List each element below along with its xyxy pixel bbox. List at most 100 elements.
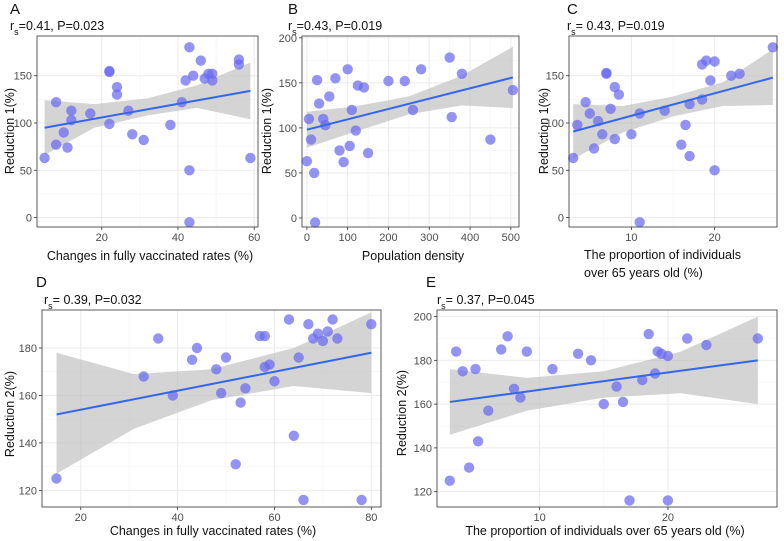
panel-e-point [547, 363, 558, 375]
panel-a-point [62, 142, 73, 153]
panel-e: E rs= 0.37, P=0.045 10 20120140160180200 … [395, 274, 778, 538]
panel-d-point [216, 387, 227, 399]
panel-b-ytick-label: 0 [291, 213, 297, 225]
panel-b-xtick-label: 400 [461, 232, 479, 244]
panel-a-point [195, 55, 206, 66]
panel-e-point [502, 331, 513, 342]
panel-b-point [303, 113, 315, 125]
panel-e-xtick-label: 10 [534, 512, 546, 524]
panel-c-point [726, 70, 737, 81]
panel-b-point [444, 52, 455, 63]
panel-d-point [191, 342, 203, 354]
panel-c-point [584, 108, 595, 119]
panel-d: D rs= 0.39, P=0.032 20 40 60 80 120 140 160 180… [3, 274, 382, 538]
panel-b-xlabel: Population density [362, 249, 465, 263]
panel-e-point [643, 328, 654, 340]
panel-d-point [322, 326, 333, 337]
panel-d-xtick-label: 20 [75, 512, 87, 524]
panel-c-point [613, 89, 625, 100]
panel-d-xtick-label: 80 [365, 512, 377, 524]
panel-b-regression-line [306, 76, 514, 131]
panel-b-point [334, 145, 345, 156]
panel-e-point [682, 333, 693, 344]
panel-c-point [680, 119, 691, 131]
panel-e-point [701, 339, 712, 351]
panel-e-point [457, 366, 468, 377]
panel-c-point [767, 42, 778, 53]
panel-e-point [508, 383, 520, 394]
panel-c-stat: rs= 0.43, P=0.019 [567, 19, 665, 37]
panel-b-point [309, 167, 320, 179]
panel-e-point [752, 333, 763, 344]
panel-c-ylabel: Reduction 1(%) [537, 88, 551, 174]
panel-c-xlabel-line1: The proportion of individuals [584, 248, 741, 262]
panel-d-point [303, 319, 314, 330]
panel-c-point [705, 75, 716, 86]
panel-c-point [568, 152, 579, 164]
panel-e-ytick-label: 120 [414, 487, 432, 499]
panel-a-point [184, 165, 195, 176]
panel-a-ytick-label: 50 [20, 165, 32, 177]
panel-c-ytick-label: 0 [558, 213, 564, 225]
panel-d-point [259, 330, 270, 342]
panel-e-label: E [426, 274, 436, 291]
panel-c-ytick-label: 150 [546, 71, 564, 83]
panel-d-stat: rs= 0.39, P=0.032 [44, 293, 142, 311]
panel-d-xtick-label: 40 [171, 512, 183, 524]
panel-d-point [332, 333, 343, 344]
panel-b-ylabel: Reduction 1(%) [260, 88, 274, 174]
panel-d-point [298, 494, 309, 506]
panel-e-xlabel: The proportion of individuals over 65 ye… [465, 524, 744, 538]
panel-b-point [342, 64, 353, 75]
panel-d-point [230, 459, 241, 470]
panel-a: A rs=0.41, P=0.023 20 40 60 0 50 100 150 Reduc… [3, 1, 260, 263]
panel-b-point [350, 125, 361, 136]
panel-b-point [399, 75, 410, 87]
panel-a-xtick-label: 60 [248, 232, 260, 244]
panel-b-point [456, 68, 468, 80]
panel-a-point [39, 152, 50, 164]
panel-e-point [444, 475, 455, 486]
panel-b-point [383, 75, 394, 87]
panel-a-ylabel: Reduction 1(%) [3, 88, 17, 174]
panel-c-point [676, 139, 687, 150]
panel-d-point [138, 371, 149, 382]
panel-e-ylabel: Reduction 2(%) [395, 370, 409, 456]
panel-a-point [184, 217, 195, 228]
panel-c-point [709, 56, 720, 67]
panel-b-label: B [288, 1, 298, 18]
panel-c-point [605, 103, 616, 115]
panel-a-xtick-label: 40 [172, 232, 184, 244]
panel-b-point [305, 134, 317, 145]
panel-e-ytick-label: 140 [414, 443, 432, 455]
panel-e-point [472, 436, 484, 447]
panel-a-xlabel: Changes in fully vaccinated rates (%) [47, 249, 253, 263]
panel-d-point [235, 397, 246, 408]
panel-c: C rs= 0.43, P=0.019 10 20 0 50 100 150 Reduct… [537, 1, 778, 280]
panel-e-point [496, 344, 507, 355]
panel-d-ytick-label: 160 [19, 390, 37, 402]
panel-b-point [358, 82, 370, 93]
panel-a-label: A [10, 1, 20, 18]
panel-c-point [626, 129, 637, 140]
panel-c-point [601, 67, 612, 79]
panel-a-frame [36, 35, 259, 228]
panel-d-point [288, 430, 299, 441]
panel-c-xtick-label: 20 [708, 232, 720, 244]
panel-d-frame [41, 309, 382, 508]
panel-b-point [311, 74, 323, 86]
panel-d-point [317, 335, 329, 347]
panel-c-point [580, 97, 591, 108]
panel-c-label: C [567, 1, 578, 18]
panel-d-point [220, 352, 232, 363]
panel-c-xtick-label: 10 [625, 232, 637, 244]
panel-d-ytick-label: 140 [19, 438, 37, 450]
panel-b-point [344, 140, 355, 152]
panel-a-point [111, 89, 123, 100]
panel-b-point [301, 156, 313, 167]
panel-a-point [50, 97, 62, 108]
panel-d-ylabel: Reduction 2(%) [3, 371, 17, 457]
panel-e-point [515, 392, 526, 403]
panel-a-point [233, 54, 245, 65]
panel-e-point [585, 355, 597, 366]
